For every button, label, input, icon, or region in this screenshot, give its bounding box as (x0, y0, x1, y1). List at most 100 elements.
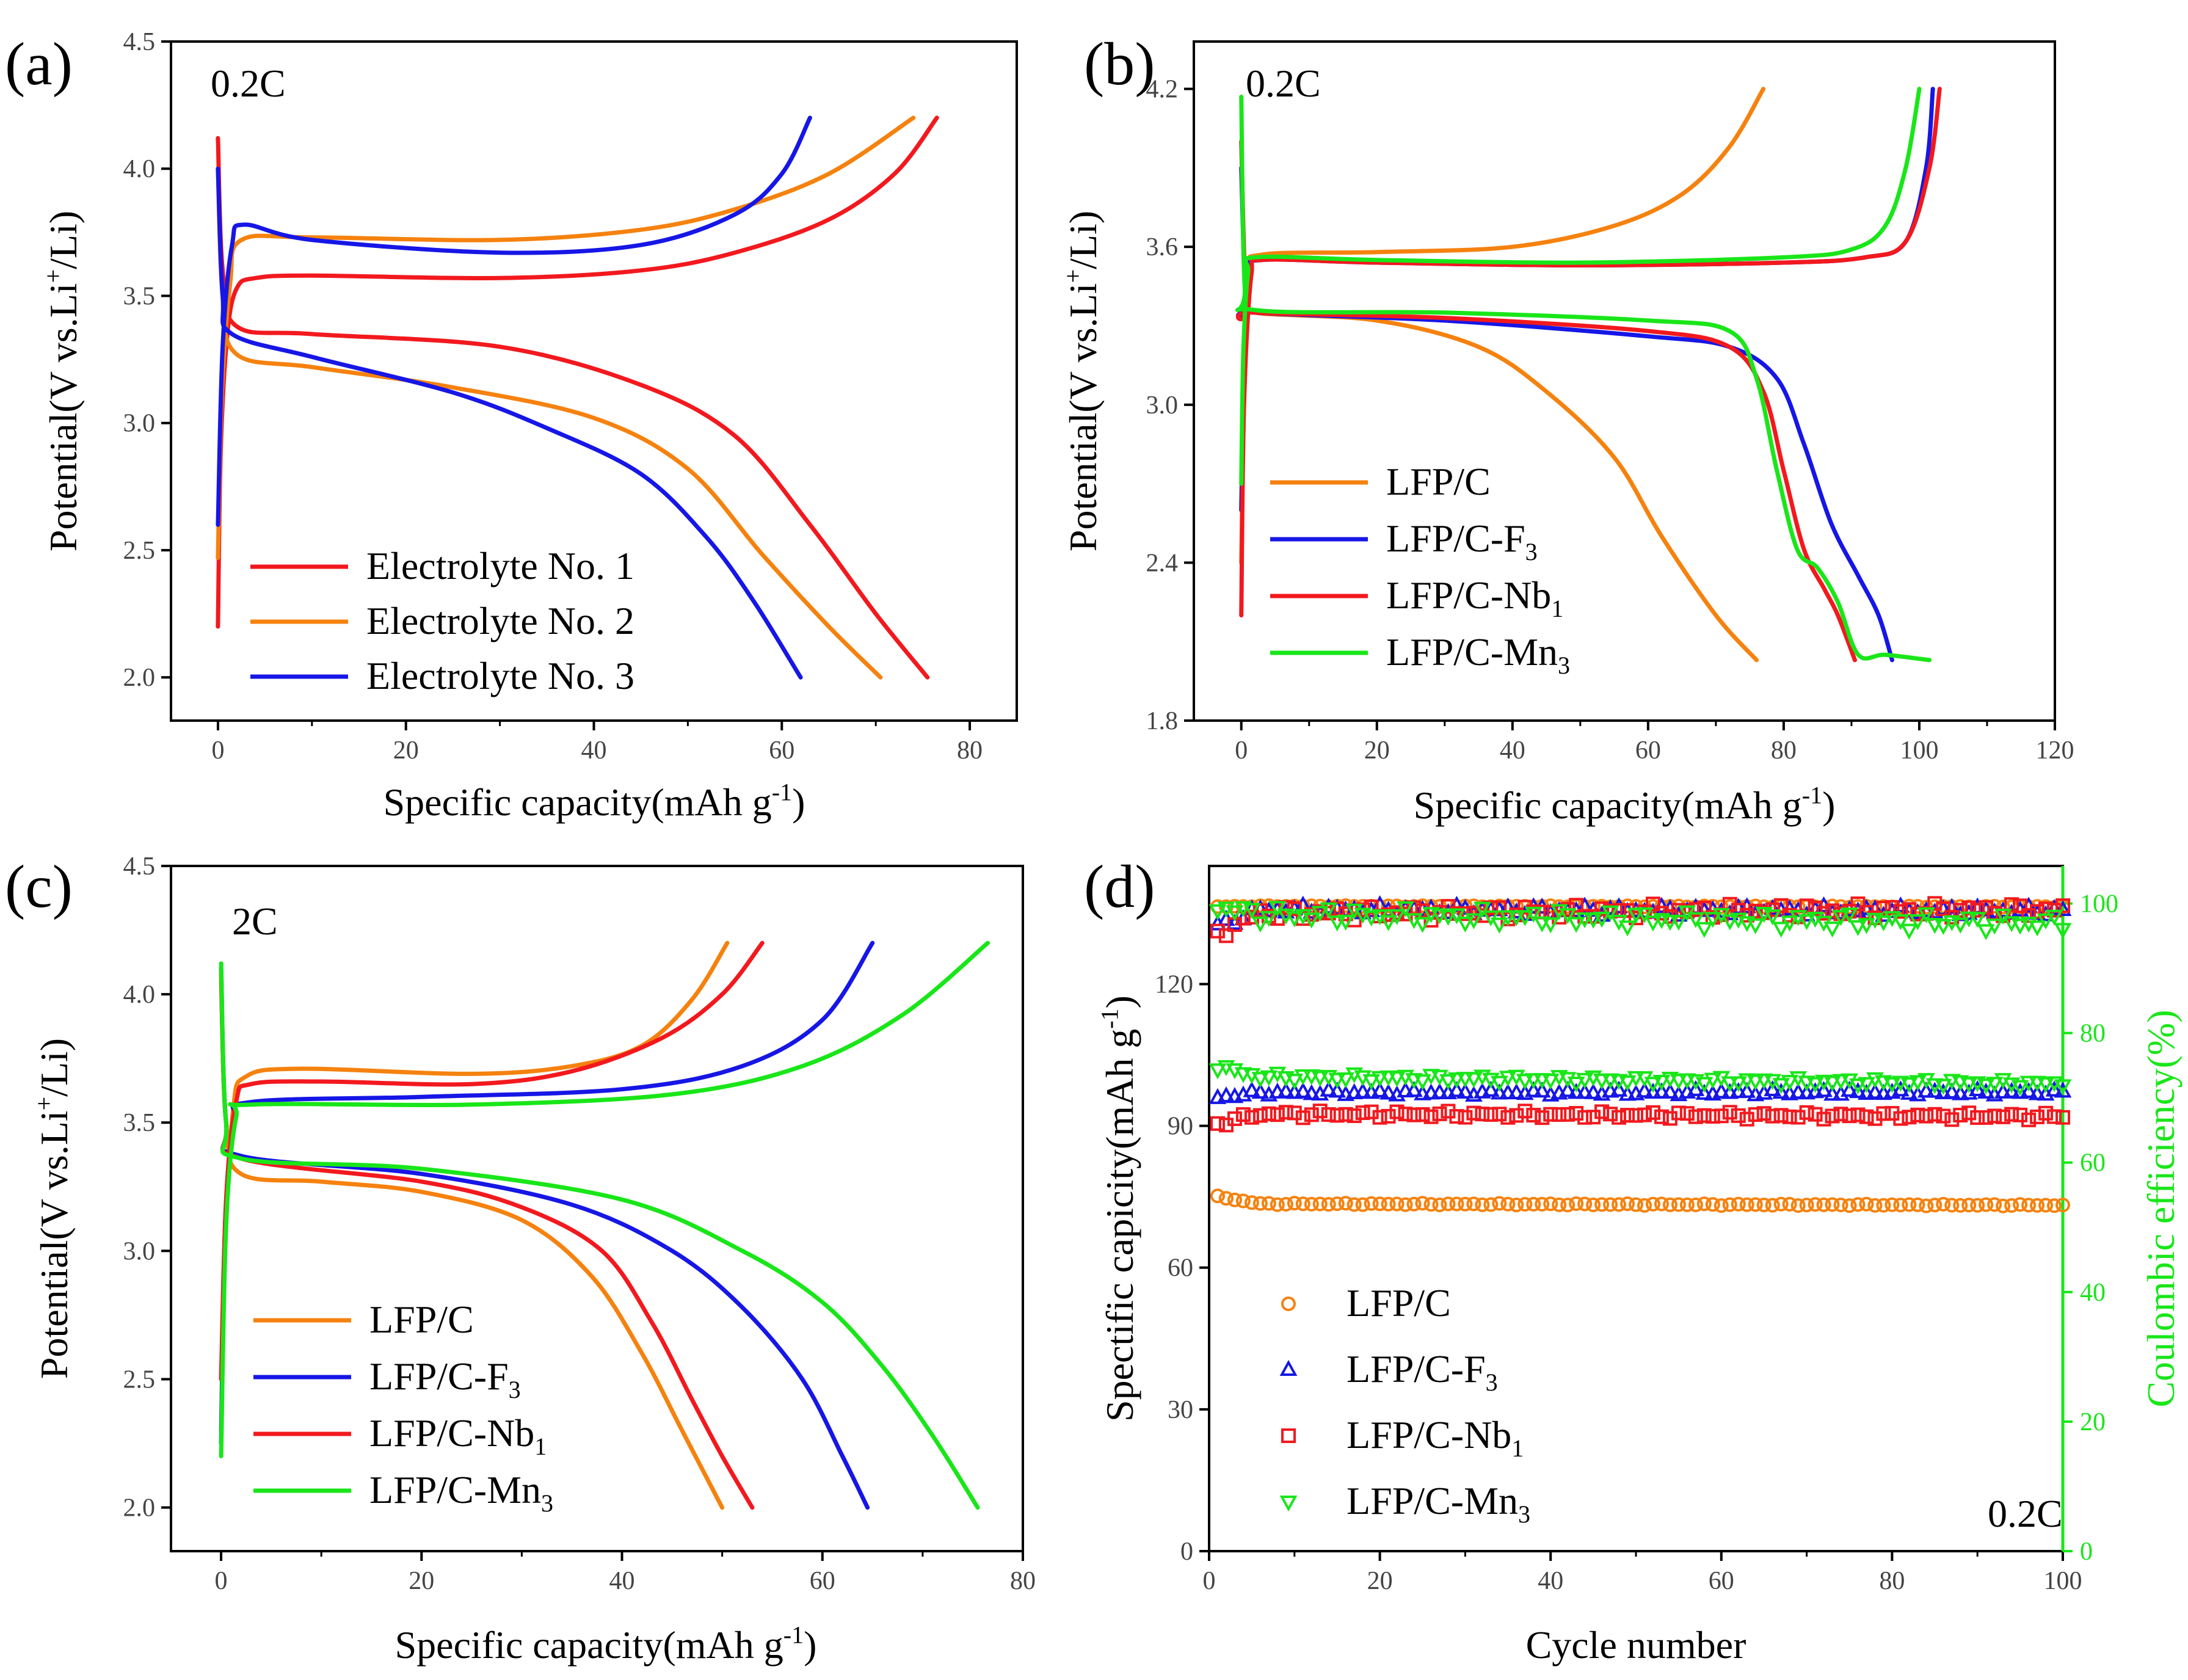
cycle-point (1679, 1197, 1695, 1212)
cycle-point (1729, 1076, 1748, 1093)
cycle-point (1210, 1116, 1225, 1131)
cycle-point (1441, 1196, 1456, 1212)
cycle-point (1321, 1107, 1336, 1122)
cycle-point (2045, 1080, 2063, 1097)
cycle-point (1475, 1107, 1490, 1122)
cycle-point (1294, 1069, 1312, 1086)
rate-label: 0.2C (1988, 1492, 2063, 1535)
legend-label: LFP/C-F3 (369, 1355, 521, 1403)
cycle-point (2002, 1082, 2021, 1098)
cycle-point (1594, 1104, 1610, 1119)
plot-frame (170, 865, 1024, 1552)
cycle-point (1577, 1110, 1593, 1125)
cycle-point (2038, 1198, 2054, 1213)
cycle-point (1925, 1082, 1944, 1098)
series-charge-curve (216, 115, 916, 560)
cycle-point (1782, 907, 1797, 923)
cycle-point (1790, 1198, 1806, 1213)
cycle-point (1620, 1108, 1635, 1123)
cycle-point (1320, 1080, 1338, 1097)
cycle-point (1985, 918, 2004, 935)
cycle-point (2037, 1077, 2055, 1093)
cycle-point (1285, 911, 1304, 928)
cycle-point (1303, 1084, 1321, 1100)
cycle-point (1670, 914, 1688, 931)
cycle-point (1364, 1196, 1379, 1211)
cycle-point (1960, 1077, 1978, 1093)
cycle-point (1431, 1083, 1448, 1099)
legend-label: Electrolyte No. 3 (366, 654, 634, 697)
cycle-point (1858, 918, 1875, 934)
cycle-point (1908, 1075, 1927, 1091)
cycle-point (1764, 1080, 1782, 1097)
cycle-point (1458, 1196, 1473, 1212)
cycle-point (1406, 1196, 1422, 1212)
series-discharge-curve (1235, 95, 1932, 663)
cycle-point (1337, 914, 1355, 931)
cycle-point (1415, 903, 1430, 918)
cycle-point (1696, 1196, 1712, 1212)
cycle-point (1270, 1197, 1285, 1212)
cycle-point (1987, 1197, 2002, 1212)
cycle-point (1244, 1195, 1259, 1210)
cycle-point (2019, 1075, 2038, 1092)
cycle-point (1543, 1107, 1558, 1122)
cycle-point (1569, 898, 1584, 913)
cycle-point (1577, 1196, 1593, 1212)
y2-tick-label: 20 (2080, 1408, 2106, 1436)
cycle-point (1405, 1081, 1423, 1097)
cycle-point (1618, 920, 1637, 937)
cycle-point (1371, 1081, 1389, 1098)
cycle-point (1312, 1104, 1328, 1119)
cycle-point (1560, 1198, 1576, 1213)
cycle-point (1227, 1111, 1242, 1126)
cycle-point (1841, 907, 1858, 924)
y-tick-label: 0 (1180, 1538, 1193, 1566)
cycle-point (1439, 909, 1457, 926)
cycle-point (1961, 1198, 1977, 1213)
y-tick-label: 30 (1168, 1396, 1193, 1424)
cycle-point (2021, 908, 2037, 923)
cycle-point (1601, 905, 1619, 922)
cycle-point (1893, 1198, 1908, 1213)
cycle-point (1688, 1109, 1703, 1124)
cycle-point (1381, 1108, 1396, 1124)
cycle-point (1816, 1197, 1831, 1212)
cycle-point (1782, 1109, 1797, 1124)
cycle-point (1261, 1196, 1276, 1211)
cycle-point (1823, 1075, 1841, 1092)
cycle-point (1541, 917, 1560, 934)
x-axis-title: Specific capacity(mAh g-1) (1414, 782, 1836, 827)
cycle-point (2013, 1107, 2028, 1122)
cycle-point (1900, 1083, 1918, 1100)
cycle-point (2028, 1084, 2046, 1100)
cycle-point (1481, 1080, 1500, 1097)
y-tick-label: 4.2 (1146, 76, 1179, 104)
cycle-point (1765, 1198, 1780, 1213)
cycle-point (1977, 924, 1995, 940)
cycle-point (1629, 1197, 1643, 1212)
cycle-point (1876, 1198, 1891, 1213)
cycle-point (1953, 1198, 1968, 1213)
cycle-point (1671, 1105, 1686, 1121)
cycle-point (1696, 900, 1712, 915)
rate-label: 2C (232, 900, 278, 943)
cycle-point (1902, 1110, 1917, 1125)
legend-label: LFP/C (1347, 1281, 1451, 1325)
cycle-point (1287, 1196, 1302, 1211)
cycle-point (1524, 1081, 1543, 1097)
cycle-point (1987, 1108, 2002, 1124)
cycle-point (2030, 1198, 2045, 1213)
cycle-point (1934, 918, 1952, 936)
cycle-point (2055, 1198, 2070, 1213)
y-tick-label: 120 (1155, 970, 1193, 998)
cycle-point (1355, 1197, 1370, 1212)
cycle-point (1688, 1197, 1703, 1212)
cycle-point (1569, 1106, 1584, 1121)
cycle-point (1329, 1108, 1345, 1123)
cycle-point (1483, 900, 1499, 915)
cycle-point (1635, 1082, 1654, 1098)
cycle-point (1295, 1110, 1310, 1125)
cycle-point (1799, 1105, 1814, 1120)
x-tick-label: 60 (769, 736, 794, 765)
